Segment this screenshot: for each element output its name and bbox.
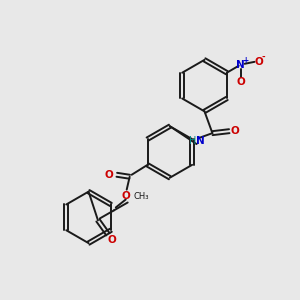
Text: O: O bbox=[236, 76, 245, 87]
Text: CH₃: CH₃ bbox=[134, 192, 149, 201]
Text: O: O bbox=[107, 235, 116, 245]
Text: O: O bbox=[121, 190, 130, 201]
Text: O: O bbox=[231, 126, 240, 136]
Text: N: N bbox=[196, 136, 205, 146]
Text: +: + bbox=[242, 56, 249, 65]
Text: -: - bbox=[262, 52, 265, 62]
Text: O: O bbox=[104, 170, 113, 180]
Text: O: O bbox=[254, 57, 263, 67]
Text: N: N bbox=[236, 60, 245, 70]
Text: H: H bbox=[189, 136, 196, 146]
